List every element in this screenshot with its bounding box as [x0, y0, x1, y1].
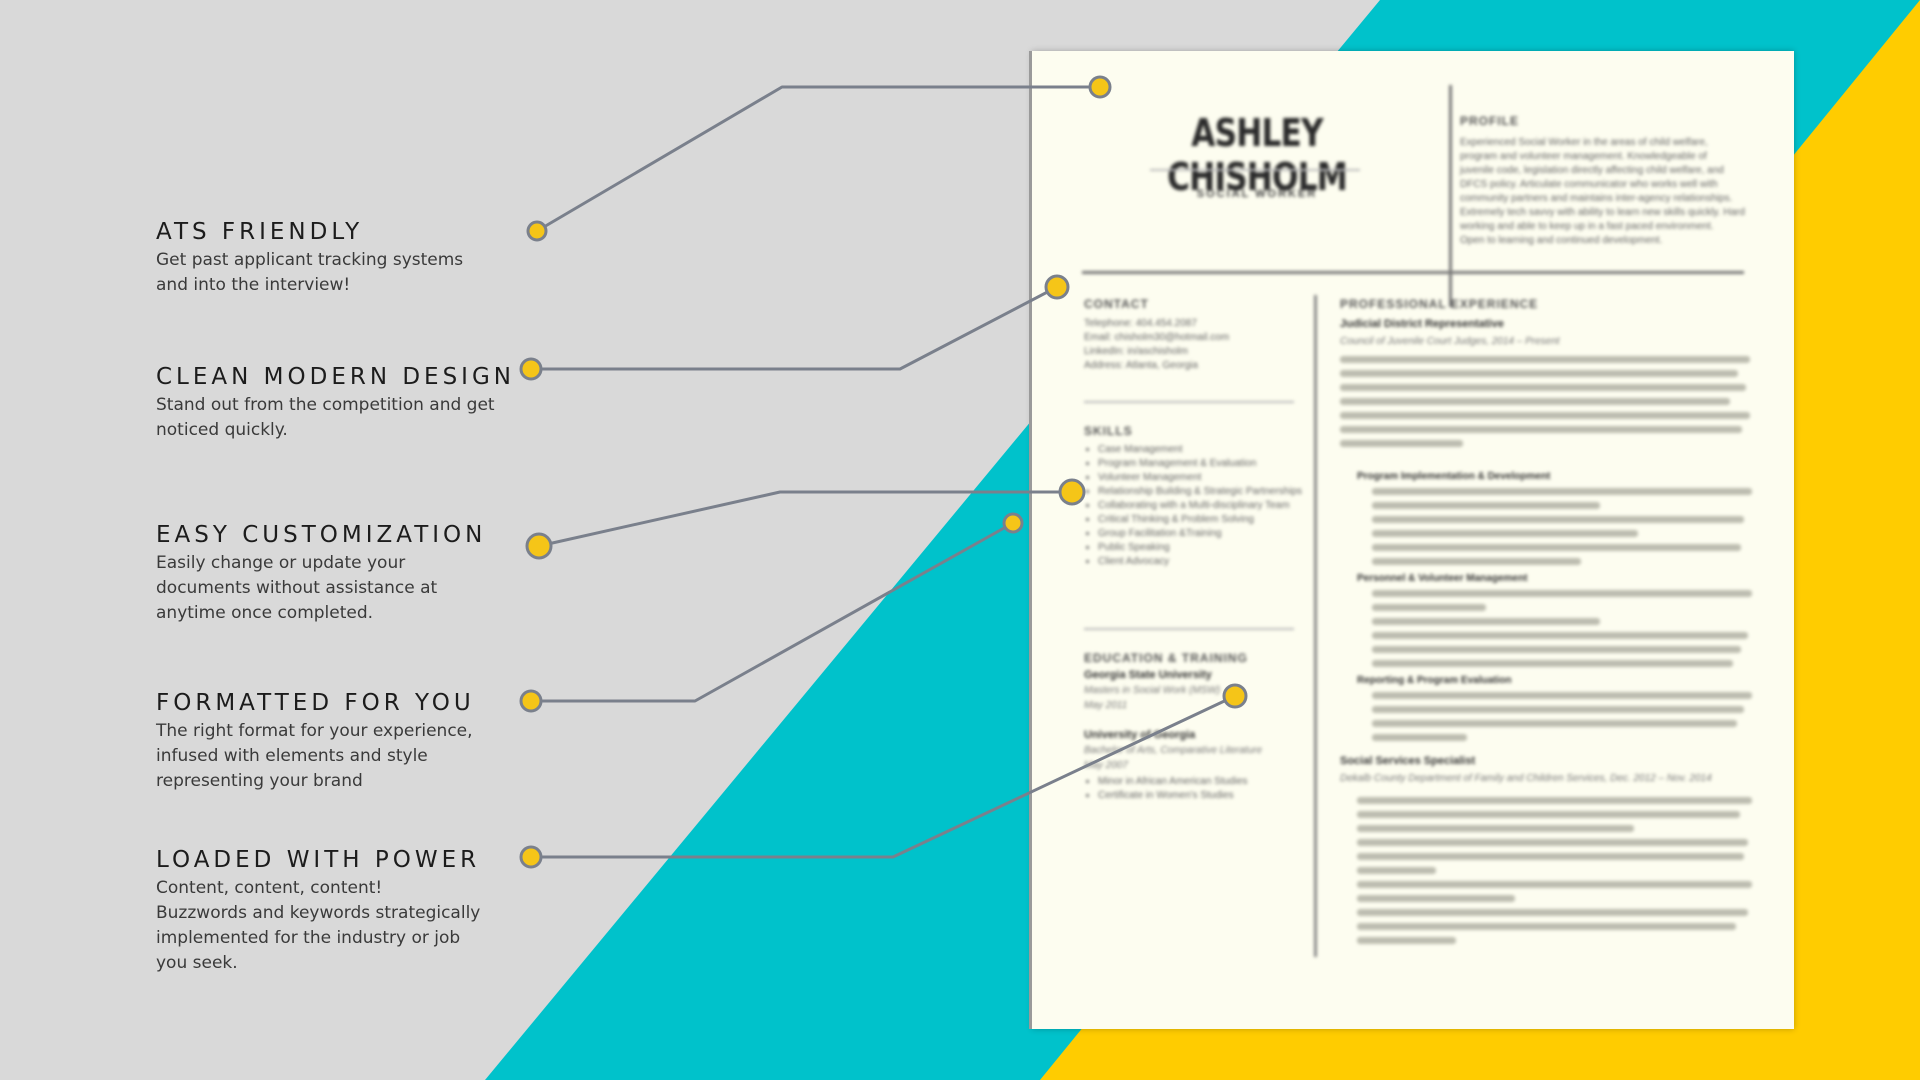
school-degree: Masters in Social Work (MSW)	[1084, 685, 1221, 696]
job-subheading: Reporting & Program Evaluation	[1357, 675, 1512, 686]
skills-list: Case ManagementProgram Management & Eval…	[1084, 443, 1308, 569]
job-bullets	[1372, 488, 1752, 572]
experience-heading: PROFESSIONAL EXPERIENCE	[1340, 297, 1539, 311]
job-subheading: Program Implementation & Development	[1357, 471, 1551, 482]
skills-heading: SKILLS	[1084, 424, 1133, 438]
contact-text: Telephone: 404.454.2087 Email: chisholm30…	[1084, 318, 1230, 371]
job-bullets	[1357, 797, 1752, 951]
job-title: Judicial District Representative	[1340, 318, 1504, 330]
feature-title: LOADED WITH POWER	[156, 847, 481, 873]
skills-separator	[1084, 628, 1294, 630]
profile-heading: PROFILE	[1460, 114, 1520, 128]
job-org: Council of Juvenile Court Judges, 2014 –…	[1340, 336, 1560, 347]
job-bullets	[1372, 590, 1752, 674]
name-underline	[1150, 169, 1360, 171]
feature-loaded-with-power: LOADED WITH POWER Content, content, cont…	[156, 846, 526, 976]
feature-formatted-for-you: FORMATTED FOR YOU The right format for y…	[156, 689, 526, 794]
feature-description: Stand out from the competition and get no…	[156, 395, 495, 440]
school-date: May 2011	[1084, 700, 1128, 711]
section-divider	[1082, 271, 1744, 274]
resume-title: SOCIAL WORKER	[1196, 188, 1318, 200]
feature-title: EASY CUSTOMIZATION	[156, 522, 487, 548]
feature-description: Easily change or update your documents wi…	[156, 553, 438, 623]
job-title: Social Services Specialist	[1340, 755, 1476, 767]
job-org: Dekalb County Department of Family and C…	[1340, 773, 1712, 784]
resume-name: ASHLEY CHISHOLM	[1167, 111, 1348, 199]
feature-title: ATS FRIENDLY	[156, 219, 364, 245]
resume-preview: ASHLEY CHISHOLM SOCIAL WORKER PROFILE Ex…	[1032, 51, 1794, 1029]
feature-easy-customization: EASY CUSTOMIZATION Easily change or upda…	[156, 521, 526, 626]
column-divider	[1314, 295, 1317, 957]
feature-title: FORMATTED FOR YOU	[156, 690, 475, 716]
feature-ats-friendly: ATS FRIENDLY Get past applicant tracking…	[156, 218, 526, 298]
job-subheading: Personnel & Volunteer Management	[1357, 573, 1528, 584]
contact-heading: CONTACT	[1084, 297, 1149, 311]
feature-description: Get past applicant tracking systems and i…	[156, 250, 464, 295]
feature-description: Content, content, content! Buzzwords and …	[156, 878, 481, 973]
feature-clean-modern-design: CLEAN MODERN DESIGN Stand out from the c…	[156, 363, 526, 443]
job-bullets	[1372, 692, 1752, 748]
school-items: Minor in African American StudiesCertifi…	[1084, 775, 1308, 803]
school-name: University of Georgia	[1084, 729, 1196, 741]
school-name: Georgia State University	[1084, 669, 1212, 681]
header-divider	[1449, 85, 1452, 307]
job-summary-text	[1340, 356, 1750, 454]
education-heading: EDUCATION & TRAINING	[1084, 651, 1248, 665]
contact-separator	[1084, 401, 1294, 403]
school-degree: Bachelor of Arts, Comparative Literature	[1084, 745, 1263, 756]
school-date: May 2007	[1084, 760, 1128, 771]
feature-title: CLEAN MODERN DESIGN	[156, 364, 515, 390]
profile-text: Experienced Social Worker in the areas o…	[1460, 137, 1745, 246]
feature-description: The right format for your experience, inf…	[156, 721, 473, 791]
